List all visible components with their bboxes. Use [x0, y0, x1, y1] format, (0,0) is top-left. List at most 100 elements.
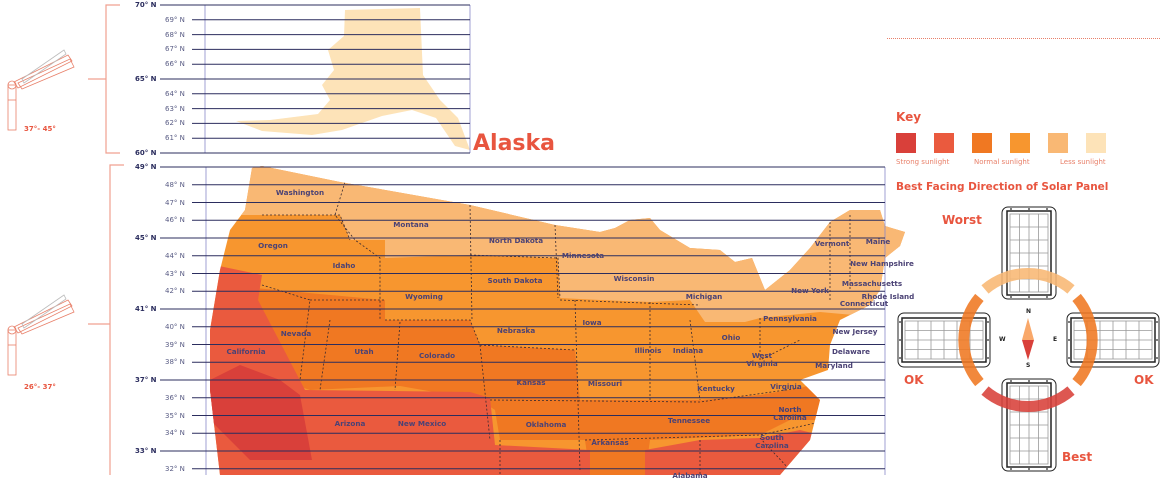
latitude-label: 63° N [165, 104, 185, 113]
latitude-label: 60° N [135, 149, 157, 157]
state-label: Washington [275, 188, 325, 197]
latitude-label: 40° N [165, 322, 185, 331]
arc-east-ok [1072, 293, 1098, 387]
compass-w: W [999, 336, 1006, 343]
compass-e: E [1053, 336, 1058, 343]
divider-dotted [887, 38, 1160, 39]
latitude-label: 36° N [165, 393, 185, 402]
latitude-label: 37° N [135, 376, 157, 384]
state-label: New Jersey [832, 327, 878, 336]
state-label: Wyoming [405, 292, 443, 301]
latitude-label: 34° N [165, 429, 185, 438]
region-normal-sunlight [255, 288, 840, 475]
state-label: Utah [354, 347, 374, 356]
state-label: North Dakota [488, 236, 544, 245]
direction-title: Best Facing Direction of Solar Panel [896, 181, 1109, 193]
latitude-label: 42° N [165, 287, 185, 296]
key-swatch [1010, 133, 1030, 153]
state-label: South Carolina [755, 433, 789, 450]
state-label: Arkansas [591, 438, 629, 447]
latitude-label: 65° N [135, 75, 157, 83]
label-worst: Worst [942, 213, 982, 227]
state-label: North Carolina [773, 405, 807, 422]
state-label: Indiana [672, 346, 704, 355]
latitude-label: 38° N [165, 358, 185, 367]
state-label: South Dakota [487, 276, 543, 285]
key-swatch [1048, 133, 1068, 153]
latitude-label: 35° N [165, 411, 185, 420]
state-label: Oregon [258, 241, 288, 250]
state-label: Missouri [587, 379, 623, 388]
latitude-label: 64° N [165, 89, 185, 98]
state-label: Idaho [332, 261, 356, 270]
state-label: Kentucky [697, 384, 735, 393]
tilt-range-conus: 26°- 37° [24, 383, 56, 391]
state-label: Rhode Island [861, 292, 915, 301]
arc-north-worst [981, 267, 1075, 294]
latitude-label: 39° N [165, 340, 185, 349]
state-label: Iowa [582, 318, 602, 327]
state-label: Maryland [815, 361, 853, 370]
latitude-label: 47° N [165, 198, 185, 207]
latitude-label: 61° N [165, 134, 185, 143]
key-swatch [972, 133, 992, 153]
state-label: Connecticut [839, 299, 889, 308]
latitude-label: 68° N [165, 30, 185, 39]
state-label: Alabama [672, 471, 708, 480]
state-borders [261, 181, 851, 475]
latitude-label: 67° N [165, 45, 185, 54]
state-label: Michigan [685, 292, 723, 301]
latitude-label: 69° N [165, 15, 185, 24]
latitude-label: 45° N [135, 234, 157, 242]
label-best: Best [1062, 450, 1093, 464]
region-strongest-sunlight [210, 365, 312, 460]
state-label: Illinois [634, 346, 662, 355]
latitude-label: 62° N [165, 119, 185, 128]
label-ok-west: OK [904, 373, 924, 387]
arc-west-ok [958, 293, 984, 387]
state-label: New Mexico [397, 419, 447, 428]
panel-west [897, 312, 991, 368]
compass-s: S [1026, 362, 1031, 369]
tilt-range-alaska: 37°- 45° [24, 125, 56, 133]
state-label: Montana [393, 220, 429, 229]
state-label: New York [791, 286, 829, 295]
state-label: Delaware [831, 347, 871, 356]
label-ok-east: OK [1134, 373, 1154, 387]
compass-north-needle [1022, 318, 1034, 340]
key-label-strong: Strong sunlight [896, 158, 950, 166]
panel-north [1001, 206, 1057, 300]
key-swatch [896, 133, 916, 153]
key-swatch [1086, 133, 1106, 153]
tilted-panel-icon-alaska [7, 49, 75, 131]
key-swatch [934, 133, 954, 153]
state-label: Wisconsin [613, 274, 655, 283]
state-label: Ohio [721, 333, 741, 342]
state-label: Minnesota [561, 251, 605, 260]
latitude-label: 70° N [135, 1, 157, 9]
key-title: Key [896, 110, 922, 124]
state-label: New Hampshire [850, 259, 914, 268]
state-label: Nevada [280, 329, 312, 338]
state-label: Oklahoma [525, 420, 567, 429]
latitude-label: 46° N [165, 216, 185, 225]
state-label: Virginia [770, 382, 802, 391]
compass-south-needle [1022, 340, 1034, 360]
state-label: Vermont [814, 239, 850, 248]
state-label: Colorado [418, 351, 456, 360]
latitude-label: 44° N [165, 251, 185, 260]
latitude-label: 32° N [165, 464, 185, 473]
key-label-normal: Normal sunlight [974, 158, 1030, 166]
latitude-lines [160, 4, 885, 470]
state-label: Tennessee [667, 416, 711, 425]
latitude-label: 48° N [165, 180, 185, 189]
state-label: Nebraska [496, 326, 536, 335]
panel-east [1066, 312, 1160, 368]
state-label: Pennsylvania [763, 314, 817, 323]
state-label: California [226, 347, 266, 356]
key-label-less: Less sunlight [1060, 158, 1106, 166]
compass-n: N [1026, 308, 1032, 315]
panel-south [1001, 378, 1057, 472]
state-label: Massachusetts [841, 279, 903, 288]
state-label: West Virginia [746, 351, 778, 368]
